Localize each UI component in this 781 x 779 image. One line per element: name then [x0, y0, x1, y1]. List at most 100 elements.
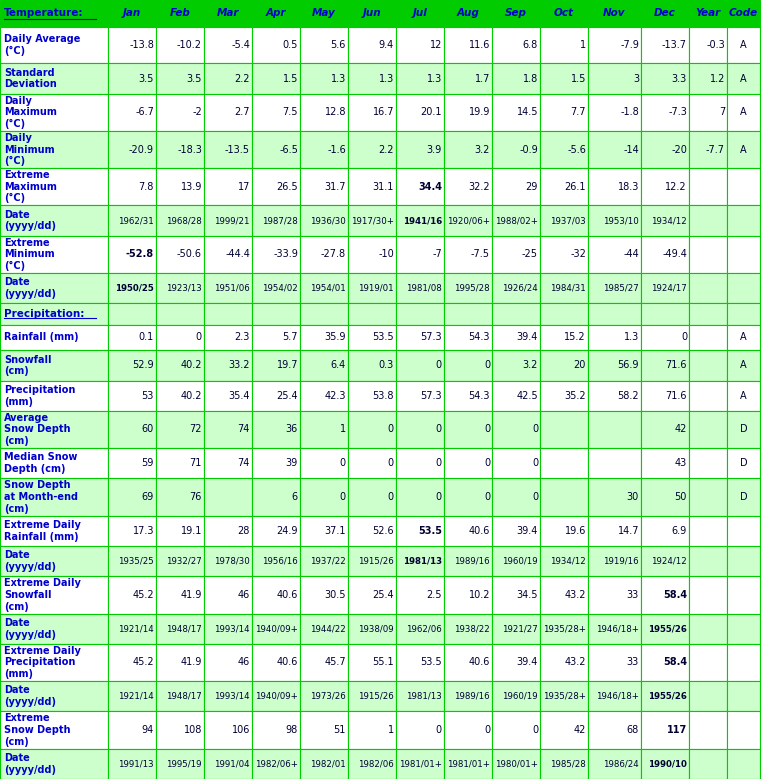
Text: 1962/06: 1962/06	[406, 624, 442, 633]
FancyBboxPatch shape	[156, 644, 204, 681]
Text: 1951/06: 1951/06	[214, 284, 250, 293]
Text: 0: 0	[340, 492, 346, 502]
FancyBboxPatch shape	[689, 206, 727, 236]
FancyBboxPatch shape	[0, 711, 108, 749]
Text: 19.9: 19.9	[469, 108, 490, 118]
Text: 1935/28+: 1935/28+	[543, 624, 586, 633]
FancyBboxPatch shape	[108, 749, 156, 779]
Text: 31.1: 31.1	[373, 182, 394, 192]
Text: 1960/19: 1960/19	[502, 692, 538, 701]
FancyBboxPatch shape	[156, 681, 204, 711]
Text: Extreme
Maximum
(°C): Extreme Maximum (°C)	[4, 170, 57, 203]
Text: 1924/17: 1924/17	[651, 284, 687, 293]
FancyBboxPatch shape	[540, 516, 588, 546]
FancyBboxPatch shape	[252, 131, 300, 168]
FancyBboxPatch shape	[348, 614, 396, 644]
Text: 1946/18+: 1946/18+	[596, 624, 639, 633]
Text: 24.9: 24.9	[276, 526, 298, 536]
FancyBboxPatch shape	[588, 614, 641, 644]
Text: -0.3: -0.3	[706, 41, 725, 50]
FancyBboxPatch shape	[641, 546, 689, 576]
FancyBboxPatch shape	[204, 63, 252, 93]
Text: Extreme Daily
Precipitation
(mm): Extreme Daily Precipitation (mm)	[4, 646, 81, 679]
FancyBboxPatch shape	[492, 325, 540, 351]
Text: 35.2: 35.2	[565, 391, 586, 400]
FancyBboxPatch shape	[588, 236, 641, 273]
FancyBboxPatch shape	[108, 131, 156, 168]
FancyBboxPatch shape	[252, 63, 300, 93]
FancyBboxPatch shape	[492, 749, 540, 779]
FancyBboxPatch shape	[689, 576, 727, 614]
FancyBboxPatch shape	[396, 236, 444, 273]
FancyBboxPatch shape	[348, 516, 396, 546]
FancyBboxPatch shape	[348, 206, 396, 236]
FancyBboxPatch shape	[444, 63, 492, 93]
FancyBboxPatch shape	[444, 93, 492, 131]
Text: A: A	[740, 108, 747, 118]
FancyBboxPatch shape	[300, 516, 348, 546]
Text: 26.1: 26.1	[565, 182, 586, 192]
Text: 30: 30	[626, 492, 639, 502]
FancyBboxPatch shape	[492, 236, 540, 273]
FancyBboxPatch shape	[348, 644, 396, 681]
FancyBboxPatch shape	[492, 614, 540, 644]
Text: Feb: Feb	[169, 9, 191, 19]
Text: 1: 1	[340, 425, 346, 435]
Text: 1937/03: 1937/03	[551, 216, 586, 225]
FancyBboxPatch shape	[204, 711, 252, 749]
FancyBboxPatch shape	[444, 131, 492, 168]
Text: 1.8: 1.8	[522, 73, 538, 83]
Text: 1.3: 1.3	[426, 73, 442, 83]
FancyBboxPatch shape	[641, 303, 689, 325]
FancyBboxPatch shape	[300, 749, 348, 779]
FancyBboxPatch shape	[641, 576, 689, 614]
Text: Aug: Aug	[457, 9, 480, 19]
FancyBboxPatch shape	[727, 644, 760, 681]
FancyBboxPatch shape	[492, 0, 540, 27]
FancyBboxPatch shape	[689, 0, 727, 27]
Text: 42: 42	[573, 725, 586, 735]
FancyBboxPatch shape	[396, 546, 444, 576]
FancyBboxPatch shape	[492, 448, 540, 478]
FancyBboxPatch shape	[252, 411, 300, 448]
FancyBboxPatch shape	[156, 711, 204, 749]
FancyBboxPatch shape	[588, 206, 641, 236]
Text: Date
(yyyy/dd): Date (yyyy/dd)	[4, 277, 56, 299]
FancyBboxPatch shape	[252, 749, 300, 779]
FancyBboxPatch shape	[204, 0, 252, 27]
FancyBboxPatch shape	[641, 63, 689, 93]
Text: 1993/14: 1993/14	[214, 692, 250, 701]
FancyBboxPatch shape	[108, 380, 156, 411]
Text: 1981/08: 1981/08	[406, 284, 442, 293]
FancyBboxPatch shape	[540, 236, 588, 273]
FancyBboxPatch shape	[252, 273, 300, 303]
Text: 1982/01: 1982/01	[310, 760, 346, 768]
Text: 39.4: 39.4	[516, 526, 538, 536]
Text: 52.9: 52.9	[132, 361, 154, 370]
FancyBboxPatch shape	[588, 681, 641, 711]
Text: 12: 12	[430, 41, 442, 50]
FancyBboxPatch shape	[689, 131, 727, 168]
FancyBboxPatch shape	[0, 168, 108, 206]
FancyBboxPatch shape	[156, 168, 204, 206]
FancyBboxPatch shape	[348, 448, 396, 478]
Text: 54.3: 54.3	[469, 391, 490, 400]
Text: 1.3: 1.3	[624, 333, 639, 343]
Text: 19.1: 19.1	[180, 526, 202, 536]
Text: A: A	[740, 333, 747, 343]
Text: Rainfall (mm): Rainfall (mm)	[4, 333, 79, 343]
Text: 1955/26: 1955/26	[648, 692, 687, 701]
FancyBboxPatch shape	[588, 711, 641, 749]
FancyBboxPatch shape	[396, 0, 444, 27]
Text: 1989/16: 1989/16	[455, 557, 490, 566]
FancyBboxPatch shape	[252, 168, 300, 206]
Text: -6.5: -6.5	[279, 145, 298, 154]
Text: A: A	[740, 41, 747, 50]
Text: -13.8: -13.8	[129, 41, 154, 50]
FancyBboxPatch shape	[0, 93, 108, 131]
Text: 2.5: 2.5	[426, 590, 442, 600]
FancyBboxPatch shape	[0, 380, 108, 411]
FancyBboxPatch shape	[727, 236, 760, 273]
FancyBboxPatch shape	[396, 478, 444, 516]
FancyBboxPatch shape	[492, 516, 540, 546]
